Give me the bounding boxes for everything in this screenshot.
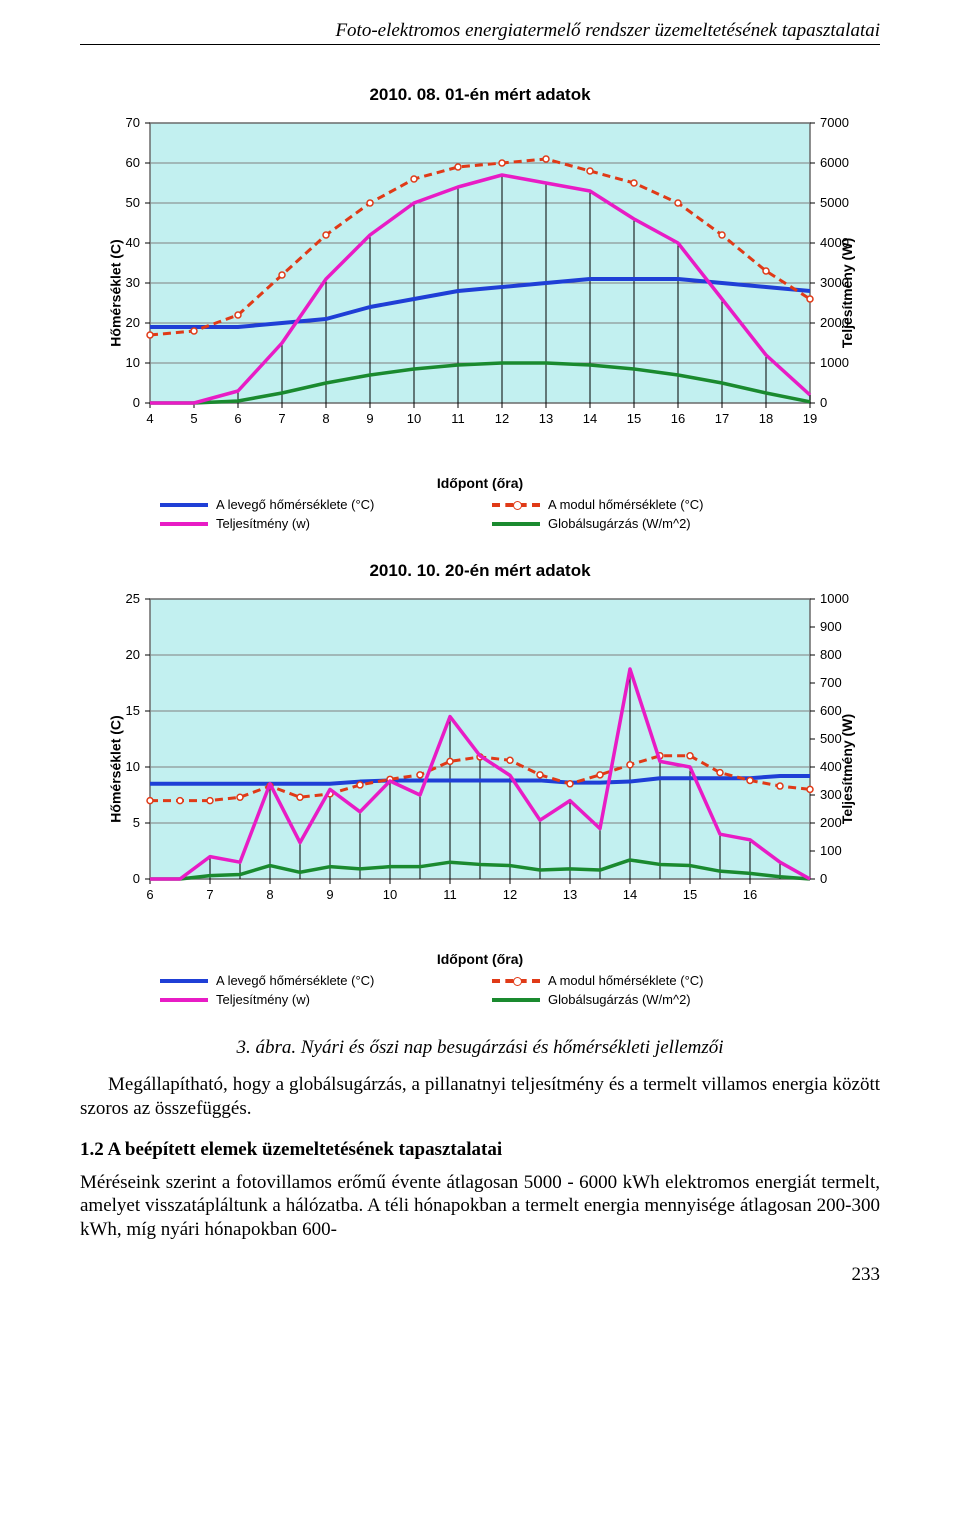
legend-label-air: A levegő hőmérséklete (°C) [216, 497, 374, 512]
chart-2-y-left-label: Hőmérséklet (C) [108, 715, 124, 822]
chart-1-container: 2010. 08. 01-én mért adatok Hőmérséklet … [80, 85, 880, 531]
svg-text:70: 70 [126, 115, 140, 130]
paragraph-2: Méréseink szerint a fotovillamos erőmű é… [80, 1171, 880, 1242]
legend-label-power: Teljesítmény (w) [216, 516, 310, 531]
svg-text:17: 17 [715, 411, 729, 426]
svg-text:0: 0 [133, 395, 140, 410]
legend-swatch-module [492, 503, 540, 507]
chart-1-svg: 0102030405060700100020003000400050006000… [80, 113, 880, 443]
chart-1-x-label: Időpont (őra) [80, 475, 880, 491]
chart-2-box: Hőmérséklet (C) Teljesítmény (W) 0 5 10 15 2… [80, 589, 880, 949]
legend-swatch-rad [492, 998, 540, 1002]
svg-text:9: 9 [366, 411, 373, 426]
page-number: 233 [80, 1264, 880, 1286]
svg-text:7000: 7000 [820, 115, 849, 130]
svg-text:40: 40 [126, 235, 140, 250]
svg-text:6000: 6000 [820, 155, 849, 170]
svg-text:14: 14 [583, 411, 597, 426]
svg-text:10: 10 [126, 759, 140, 774]
svg-text:100: 100 [820, 843, 842, 858]
svg-text:12: 12 [503, 887, 517, 902]
chart-1-legend: A levegő hőmérséklete (°C) A modul hőmérs… [160, 497, 800, 531]
svg-text:8: 8 [266, 887, 273, 902]
svg-text:11: 11 [451, 411, 465, 426]
svg-text:800: 800 [820, 647, 842, 662]
svg-text:5: 5 [133, 815, 140, 830]
chart-2-svg: 0510152025010020030040050060070080090010… [80, 589, 880, 919]
svg-text:18: 18 [759, 411, 773, 426]
figure-caption: 3. ábra. Nyári és őszi nap besugárzási é… [80, 1037, 880, 1059]
legend-swatch-air [160, 503, 208, 507]
svg-text:19: 19 [803, 411, 817, 426]
svg-text:16: 16 [743, 887, 757, 902]
chart-2-title: 2010. 10. 20-én mért adatok [80, 561, 880, 581]
svg-text:7: 7 [206, 887, 213, 902]
legend-item-air: A levegő hőmérséklete (°C) [160, 497, 468, 512]
svg-text:13: 13 [539, 411, 553, 426]
page-header: Foto-elektromos energiatermelő rendszer … [80, 20, 880, 45]
svg-text:13: 13 [563, 887, 577, 902]
svg-text:60: 60 [126, 155, 140, 170]
svg-text:6: 6 [146, 887, 153, 902]
svg-text:20: 20 [126, 315, 140, 330]
svg-text:15: 15 [627, 411, 641, 426]
svg-text:8: 8 [322, 411, 329, 426]
svg-text:30: 30 [126, 275, 140, 290]
legend-label-power: Teljesítmény (w) [216, 992, 310, 1007]
svg-text:14: 14 [623, 887, 637, 902]
legend-swatch-module [492, 979, 540, 983]
chart-1-title: 2010. 08. 01-én mért adatok [80, 85, 880, 105]
svg-text:50: 50 [126, 195, 140, 210]
svg-text:25: 25 [126, 591, 140, 606]
svg-text:5: 5 [190, 411, 197, 426]
svg-text:5000: 5000 [820, 195, 849, 210]
svg-text:11: 11 [443, 887, 457, 902]
legend-item-air: A levegő hőmérséklete (°C) [160, 973, 468, 988]
svg-text:4: 4 [146, 411, 153, 426]
legend-swatch-air [160, 979, 208, 983]
svg-text:7: 7 [278, 411, 285, 426]
svg-text:1000: 1000 [820, 591, 849, 606]
legend-label-module: A modul hőmérséklete (°C) [548, 973, 703, 988]
svg-text:1000: 1000 [820, 355, 849, 370]
legend-item-power: Teljesítmény (w) [160, 992, 468, 1007]
paragraph-1: Megállapítható, hogy a globálsugárzás, a… [80, 1073, 880, 1121]
svg-text:10: 10 [126, 355, 140, 370]
svg-text:10: 10 [383, 887, 397, 902]
legend-item-rad: Globálsugárzás (W/m^2) [492, 516, 800, 531]
svg-text:0: 0 [820, 395, 827, 410]
legend-swatch-rad [492, 522, 540, 526]
svg-text:10: 10 [407, 411, 421, 426]
svg-text:6: 6 [234, 411, 241, 426]
legend-item-rad: Globálsugárzás (W/m^2) [492, 992, 800, 1007]
legend-label-rad: Globálsugárzás (W/m^2) [548, 516, 691, 531]
legend-item-module: A modul hőmérséklete (°C) [492, 497, 800, 512]
svg-text:12: 12 [495, 411, 509, 426]
svg-text:15: 15 [683, 887, 697, 902]
section-heading: 1.2 A beépített elemek üzemeltetésének t… [80, 1139, 880, 1161]
legend-label-air: A levegő hőmérséklete (°C) [216, 973, 374, 988]
svg-text:16: 16 [671, 411, 685, 426]
legend-swatch-power [160, 998, 208, 1002]
chart-2-x-label: Időpont (őra) [80, 951, 880, 967]
svg-text:15: 15 [126, 703, 140, 718]
svg-text:900: 900 [820, 619, 842, 634]
chart-1-box: Hőmérséklet (C) Teljesítmény (W) 0 10 20 30… [80, 113, 880, 473]
svg-text:9: 9 [326, 887, 333, 902]
legend-label-rad: Globálsugárzás (W/m^2) [548, 992, 691, 1007]
legend-label-module: A modul hőmérséklete (°C) [548, 497, 703, 512]
legend-item-module: A modul hőmérséklete (°C) [492, 973, 800, 988]
chart-2-y-right-label: Teljesítmény (W) [839, 714, 855, 824]
chart-1-y-right-label: Teljesítmény (W) [839, 238, 855, 348]
chart-1-y-left-label: Hőmérséklet (C) [108, 239, 124, 346]
legend-swatch-power [160, 522, 208, 526]
svg-text:700: 700 [820, 675, 842, 690]
svg-text:20: 20 [126, 647, 140, 662]
chart-2-container: 2010. 10. 20-én mért adatok Hőmérséklet … [80, 561, 880, 1007]
legend-item-power: Teljesítmény (w) [160, 516, 468, 531]
svg-text:0: 0 [133, 871, 140, 886]
chart-2-legend: A levegő hőmérséklete (°C) A modul hőmérs… [160, 973, 800, 1007]
svg-text:0: 0 [820, 871, 827, 886]
